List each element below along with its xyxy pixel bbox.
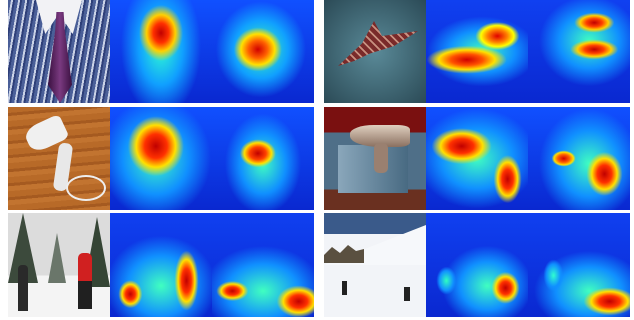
heatmap <box>426 0 528 103</box>
heatmap <box>212 107 314 210</box>
photo-hair-dryer-box <box>324 107 426 210</box>
heatmap <box>212 213 314 317</box>
heatmap <box>426 213 528 317</box>
photo-shark <box>324 0 426 103</box>
photo-shirt-tie <box>8 0 110 103</box>
heatmap <box>528 213 630 317</box>
heatmap <box>212 0 314 103</box>
heatmap <box>110 107 212 210</box>
heatmap <box>426 107 528 210</box>
heatmap <box>528 0 630 103</box>
heatmap <box>528 107 630 210</box>
photo-snowy-slope <box>324 213 426 317</box>
heatmap <box>110 213 212 317</box>
heatmap <box>110 0 212 103</box>
photo-hair-dryer <box>8 107 110 210</box>
photo-skiers-forest <box>8 213 110 317</box>
